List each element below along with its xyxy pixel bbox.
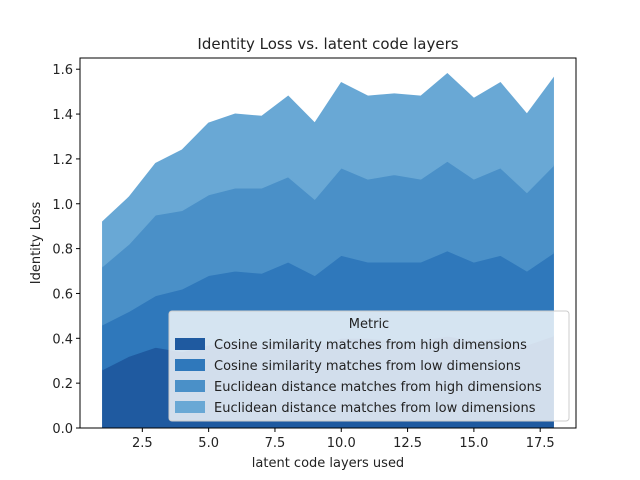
area-series-4 [102,73,554,268]
legend-label-3: Euclidean distance matches from high dim… [214,380,542,395]
x-tick-label: 17.5 [526,436,555,451]
x-tick-label: 7.5 [265,436,286,451]
y-tick-label: 1.0 [52,198,73,213]
y-tick-label: 0.2 [52,377,73,392]
legend-swatch-2 [175,359,205,371]
legend-label-2: Cosine similarity matches from low dimen… [214,359,521,374]
legend-label-1: Cosine similarity matches from high dime… [214,338,527,353]
legend-swatch-3 [175,380,205,392]
x-tick-label: 12.5 [393,436,422,451]
x-tick-label: 10.0 [327,436,356,451]
y-tick-label: 1.6 [52,63,73,78]
legend-swatch-1 [175,338,205,350]
legend: Metric Cosine similarity matches from hi… [168,310,570,422]
legend-title: Metric [349,317,389,332]
x-axis-ticks: 2.5 5.0 7.5 10.0 12.5 15.0 17.5 [132,428,555,451]
legend-label-4: Euclidean distance matches from low dime… [214,401,536,416]
legend-items: Cosine similarity matches from high dime… [175,338,542,416]
x-tick-label: 5.0 [198,436,219,451]
x-tick-label: 2.5 [132,436,153,451]
y-axis-label: Identity Loss [29,202,44,285]
y-tick-label: 1.4 [52,108,73,123]
x-tick-label: 15.0 [459,436,488,451]
y-tick-label: 0.6 [52,287,73,302]
plot-frame [79,57,577,429]
legend-box [168,310,570,422]
y-tick-label: 0.4 [52,332,73,347]
y-tick-label: 1.2 [52,153,73,168]
x-axis-label: latent code layers used [252,456,404,471]
y-axis-ticks: 0.0 0.2 0.4 0.6 0.8 1.0 1.2 1.4 1.6 [52,63,80,437]
legend-swatch-4 [175,401,205,413]
chart-title: Identity Loss vs. latent code layers [197,35,458,53]
y-tick-label: 0.8 [52,243,73,258]
y-tick-label: 0.0 [52,422,73,437]
